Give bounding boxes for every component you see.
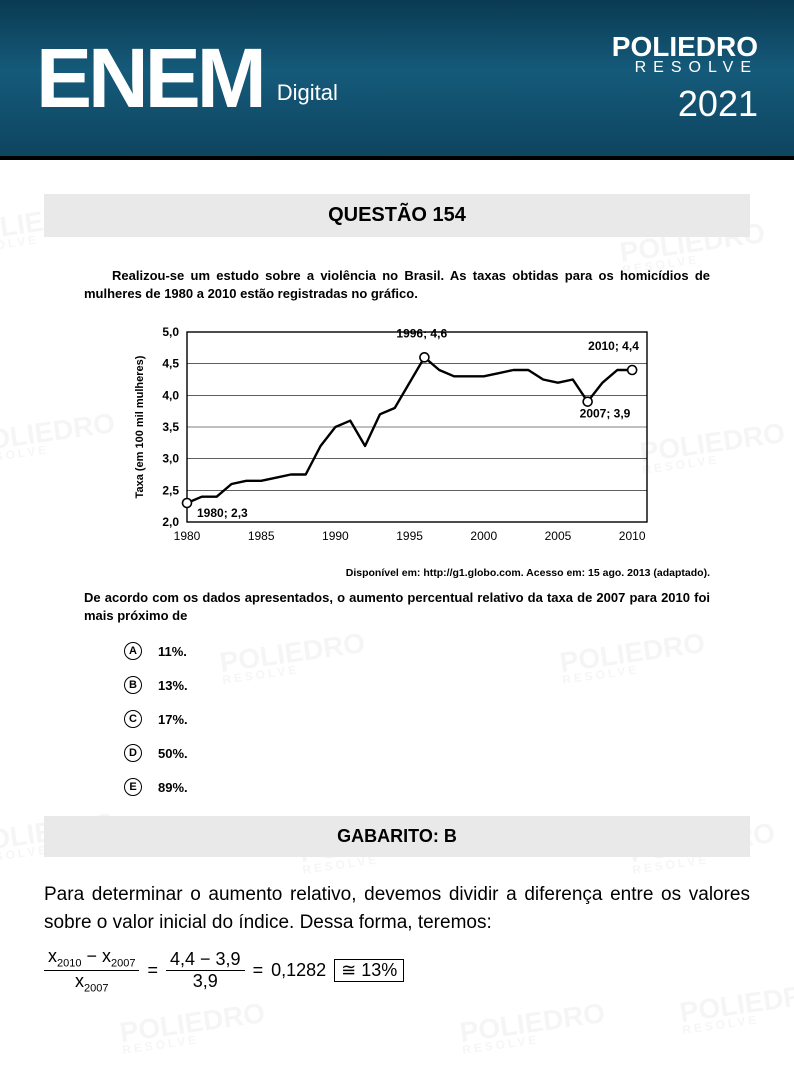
option-b[interactable]: B 13%. bbox=[124, 676, 710, 694]
svg-text:4,0: 4,0 bbox=[162, 388, 179, 402]
option-c[interactable]: C 17%. bbox=[124, 710, 710, 728]
option-text: 17%. bbox=[158, 712, 188, 727]
answer-title: GABARITO: B bbox=[44, 816, 750, 857]
brand-year: 2021 bbox=[612, 83, 758, 125]
options-list: A 11%. B 13%. C 17%. D 50%. E 89%. bbox=[124, 642, 710, 796]
option-e[interactable]: E 89%. bbox=[124, 778, 710, 796]
svg-text:1980; 2,3: 1980; 2,3 bbox=[197, 506, 248, 520]
svg-text:2000: 2000 bbox=[470, 529, 497, 543]
option-letter: C bbox=[124, 710, 142, 728]
option-letter: B bbox=[124, 676, 142, 694]
question-title: QUESTÃO 154 bbox=[44, 194, 750, 237]
svg-text:2005: 2005 bbox=[545, 529, 572, 543]
svg-text:4,5: 4,5 bbox=[162, 357, 179, 371]
svg-text:1995: 1995 bbox=[396, 529, 423, 543]
solution-text: Para determinar o aumento relativo, deve… bbox=[44, 881, 750, 936]
boxed-result: ≅ 13% bbox=[334, 959, 404, 982]
homicide-rate-chart: 2,0 2,5 3,0 3,5 4,0 4,5 5,0 1980 1985 1990 1995 200… bbox=[117, 312, 677, 561]
svg-text:3,5: 3,5 bbox=[162, 420, 179, 434]
enem-logo-text: ENEM bbox=[36, 36, 263, 120]
svg-text:2010: 2010 bbox=[619, 529, 646, 543]
option-letter: D bbox=[124, 744, 142, 762]
svg-text:3,0: 3,0 bbox=[162, 452, 179, 466]
option-letter: E bbox=[124, 778, 142, 796]
chart-source: Disponível em: http://g1.globo.com. Aces… bbox=[44, 567, 710, 579]
svg-text:1980: 1980 bbox=[174, 529, 201, 543]
svg-text:2007; 3,9: 2007; 3,9 bbox=[580, 407, 631, 421]
option-text: 50%. bbox=[158, 746, 188, 761]
enem-brand: ENEM Digital bbox=[36, 36, 338, 120]
option-text: 89%. bbox=[158, 780, 188, 795]
svg-text:2,0: 2,0 bbox=[162, 515, 179, 529]
option-letter: A bbox=[124, 642, 142, 660]
solution-formula: x2010 − x2007 x2007 = 4,4 − 3,9 3,9 = 0,… bbox=[44, 946, 750, 994]
option-text: 13%. bbox=[158, 678, 188, 693]
question-prompt: De acordo com os dados apresentados, o a… bbox=[84, 589, 710, 624]
svg-text:Taxa (em 100 mil mulheres): Taxa (em 100 mil mulheres) bbox=[134, 355, 146, 498]
svg-text:1996; 4,6: 1996; 4,6 bbox=[396, 326, 447, 340]
poliedro-brand: POLIEDRO RESOLVE 2021 bbox=[612, 31, 758, 125]
svg-text:1990: 1990 bbox=[322, 529, 349, 543]
svg-text:1985: 1985 bbox=[248, 529, 275, 543]
question-intro: Realizou-se um estudo sobre a violência … bbox=[84, 267, 710, 302]
enem-subtitle: Digital bbox=[277, 80, 338, 106]
page-header: ENEM Digital POLIEDRO RESOLVE 2021 bbox=[0, 0, 794, 160]
option-d[interactable]: D 50%. bbox=[124, 744, 710, 762]
svg-text:5,0: 5,0 bbox=[162, 325, 179, 339]
svg-text:2010; 4,4: 2010; 4,4 bbox=[588, 339, 639, 353]
svg-text:2,5: 2,5 bbox=[162, 483, 179, 497]
option-text: 11%. bbox=[158, 644, 187, 659]
option-a[interactable]: A 11%. bbox=[124, 642, 710, 660]
